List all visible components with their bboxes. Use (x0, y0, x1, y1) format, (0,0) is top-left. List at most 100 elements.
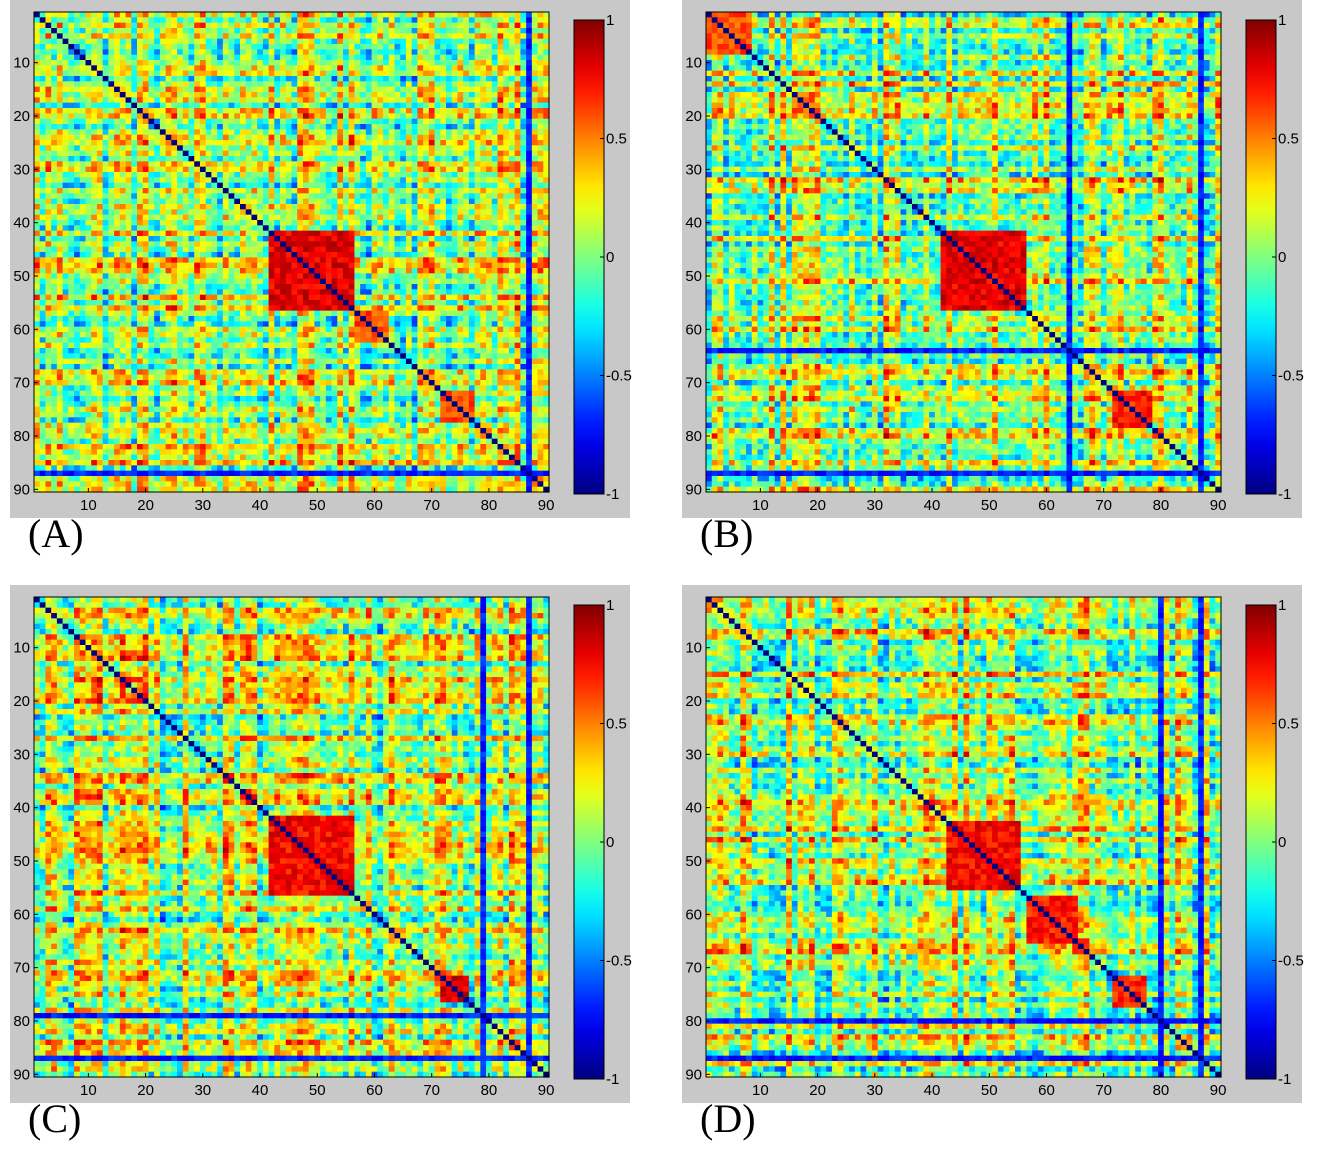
heatmap-cell (343, 214, 350, 221)
heatmap-cell (251, 22, 258, 29)
heatmap-cell (234, 28, 241, 34)
heatmap-cell (222, 300, 230, 306)
heatmap-cell (302, 86, 310, 93)
heatmap-cell (405, 204, 413, 210)
heatmap-cell (85, 150, 92, 157)
heatmap-cell (405, 220, 413, 226)
heatmap-cell (102, 22, 109, 29)
heatmap-cell (119, 124, 127, 130)
heatmap-cell (486, 28, 493, 34)
heatmap-cell (474, 172, 481, 178)
heatmap-cell (62, 241, 69, 248)
heatmap-cell (165, 92, 172, 98)
heatmap-cell (142, 220, 150, 226)
heatmap-cell (62, 257, 69, 264)
heatmap-cell (503, 60, 510, 66)
heatmap-cell (274, 38, 281, 45)
heatmap-cell (480, 220, 487, 226)
heatmap-cell (274, 252, 281, 258)
heatmap-cell (194, 134, 201, 141)
heatmap-cell (291, 257, 298, 264)
heatmap-cell (234, 70, 241, 77)
heatmap-cell (56, 262, 64, 269)
heatmap-cell (291, 182, 298, 189)
heatmap-cell (543, 38, 550, 45)
heatmap-cell (320, 76, 327, 82)
panel-a: 10 20 30 40 50 60 70 80 90 10 20 30 40 50 60 70 80 90 1 0.5… (0, 0, 672, 585)
heatmap-cell (68, 198, 75, 205)
heatmap-cell (508, 166, 516, 173)
heatmap-cell (331, 140, 338, 146)
heatmap-cell (291, 97, 298, 104)
heatmap-cell (480, 252, 487, 258)
heatmap-cell (491, 166, 499, 173)
heatmap-cell (354, 76, 361, 82)
heatmap-cell (325, 118, 333, 125)
heatmap-cell (194, 177, 201, 184)
heatmap-cell (405, 257, 413, 264)
heatmap-cell (142, 113, 150, 120)
heatmap-cell (108, 49, 115, 56)
heatmap-cell (308, 273, 315, 280)
heatmap-cell (508, 145, 516, 152)
heatmap-cell (411, 156, 418, 162)
heatmap-cell (74, 65, 81, 72)
heatmap-cell (474, 289, 481, 296)
heatmap-cell (234, 49, 241, 56)
heatmap-cell (297, 257, 304, 264)
heatmap-cell (182, 182, 190, 189)
heatmap-cell (331, 220, 338, 226)
heatmap-cell (365, 12, 373, 18)
heatmap-cell (537, 193, 544, 200)
heatmap-cell (222, 86, 230, 93)
heatmap-cell (486, 289, 493, 296)
heatmap-cell (68, 305, 75, 312)
heatmap-cell (199, 204, 207, 210)
heatmap-cell (325, 140, 333, 146)
heatmap-cell (114, 278, 121, 285)
heatmap-cell (119, 150, 127, 157)
heatmap-cell (39, 124, 47, 130)
heatmap-cell (137, 12, 144, 18)
heatmap-cell (383, 257, 390, 264)
heatmap-cell (520, 278, 527, 285)
heatmap-cell (440, 86, 447, 93)
heatmap-cell (394, 81, 401, 88)
heatmap-cell (257, 44, 264, 50)
heatmap-cell (131, 252, 138, 258)
heatmap-cell (497, 12, 504, 18)
heatmap-cell (508, 129, 516, 136)
heatmap-cell (308, 86, 315, 93)
heatmap-cell (79, 76, 87, 82)
heatmap-cell (411, 33, 418, 40)
heatmap-cell (337, 113, 344, 120)
heatmap-cell (394, 236, 401, 242)
heatmap-cell (314, 156, 321, 162)
heatmap-cell (297, 262, 304, 269)
heatmap-cell (188, 54, 195, 61)
heatmap-cell (543, 241, 550, 248)
heatmap-cell (543, 273, 550, 280)
heatmap-cell (308, 241, 315, 248)
heatmap-cell (171, 278, 178, 285)
heatmap-cell (537, 33, 544, 40)
heatmap-cell (491, 225, 499, 232)
heatmap-cell (79, 230, 87, 237)
heatmap-cell (257, 70, 264, 77)
heatmap-cell (371, 257, 378, 264)
heatmap-cell (257, 76, 264, 82)
heatmap-cell (337, 289, 344, 296)
heatmap-cell (308, 124, 315, 130)
heatmap-cell (520, 17, 527, 24)
heatmap-cell (74, 225, 81, 232)
heatmap-cell (388, 172, 396, 178)
heatmap-cell (165, 140, 172, 146)
heatmap-cell (354, 220, 361, 226)
heatmap-cell (274, 177, 281, 184)
heatmap-cell (154, 33, 161, 40)
heatmap-cell (108, 225, 115, 232)
heatmap-cell (177, 236, 184, 242)
heatmap-cell (142, 177, 150, 184)
heatmap-cell (377, 97, 384, 104)
heatmap-cell (537, 92, 544, 98)
